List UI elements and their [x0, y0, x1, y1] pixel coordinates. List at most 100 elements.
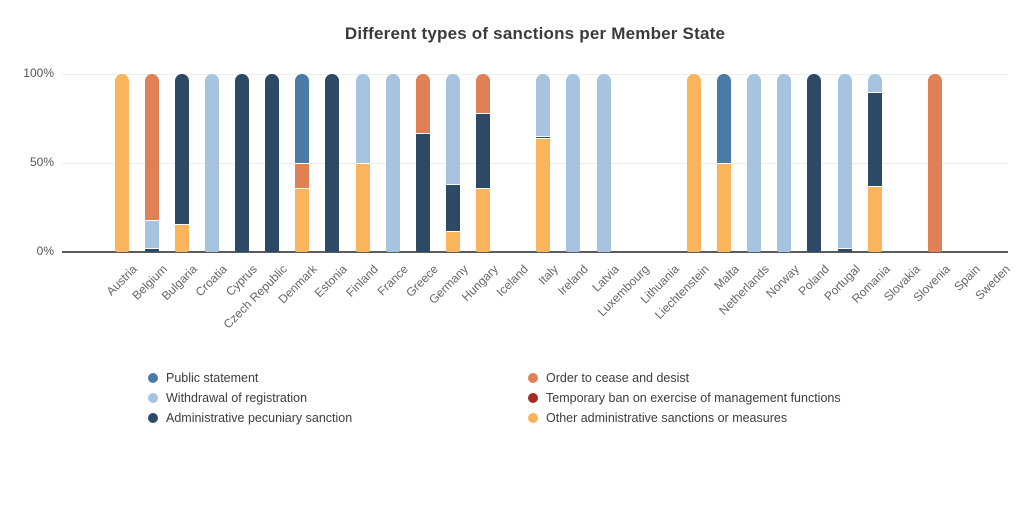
gridline-100: [62, 74, 1008, 75]
x-label-ireland: Ireland: [555, 262, 592, 298]
legend-label: Withdrawal of registration: [166, 391, 308, 405]
bar-segment[interactable]: [867, 74, 882, 92]
bar-segment[interactable]: [747, 74, 762, 252]
bar-poland[interactable]: [807, 74, 822, 252]
bar-belgium[interactable]: [144, 74, 159, 252]
bar-bulgaria[interactable]: [174, 74, 189, 252]
bar-france[interactable]: [385, 74, 400, 252]
legend-dot-icon: [148, 373, 158, 383]
legend-column-2: Order to cease and desist Temporary ban o…: [528, 368, 841, 428]
legend-dot-icon: [528, 393, 538, 403]
x-label-croatia: Croatia: [192, 262, 230, 300]
bar-malta[interactable]: [717, 74, 732, 252]
bar-liechtenstein[interactable]: [686, 74, 701, 252]
bar-segment[interactable]: [807, 74, 822, 252]
x-label-latvia: Latvia: [588, 262, 622, 295]
bar-segment[interactable]: [144, 248, 159, 252]
chart-title: Different types of sanctions per Member …: [344, 24, 726, 43]
x-label-netherlands: Netherlands: [716, 262, 773, 318]
y-tick-label: 50%: [29, 155, 54, 169]
bar-segment[interactable]: [476, 113, 491, 188]
legend-item-public-statement[interactable]: Public statement: [148, 368, 528, 388]
x-label-germany: Germany: [426, 262, 471, 307]
bar-segment[interactable]: [385, 74, 400, 252]
legend-item-other-administrative-sanctions-or-measures[interactable]: Other administrative sanctions or measur…: [528, 408, 841, 428]
plot-area: 0% 50% 100%: [23, 66, 1008, 258]
bar-segment[interactable]: [295, 74, 310, 163]
bar-segment[interactable]: [777, 74, 792, 252]
bar-segment[interactable]: [476, 74, 491, 114]
bar-segment[interactable]: [325, 74, 340, 252]
legend-item-administrative-pecuniary-sanction[interactable]: Administrative pecuniary sanction: [148, 408, 528, 428]
bar-greece[interactable]: [415, 74, 430, 252]
x-label-liechtenstein: Liechtenstein: [651, 262, 712, 322]
bar-segment[interactable]: [295, 163, 310, 188]
bar-romania[interactable]: [867, 74, 882, 252]
bar-segment[interactable]: [204, 74, 219, 252]
bar-czech-republic[interactable]: [265, 74, 280, 252]
bar-segment[interactable]: [415, 74, 430, 133]
bar-italy[interactable]: [536, 74, 551, 252]
bar-norway[interactable]: [777, 74, 792, 252]
bar-segment[interactable]: [445, 184, 460, 231]
bar-germany[interactable]: [445, 74, 460, 252]
bar-segment[interactable]: [686, 74, 701, 252]
bar-segment[interactable]: [114, 74, 129, 252]
bar-segment[interactable]: [174, 74, 189, 224]
bar-netherlands[interactable]: [747, 74, 762, 252]
bar-portugal[interactable]: [837, 74, 852, 252]
bar-segment[interactable]: [536, 138, 551, 252]
bar-segment[interactable]: [355, 163, 370, 252]
y-tick-label: 0%: [36, 244, 54, 258]
y-tick-label: 100%: [23, 66, 54, 80]
legend-label: Order to cease and desist: [546, 371, 690, 385]
bar-denmark[interactable]: [295, 74, 310, 252]
legend-dot-icon: [528, 373, 538, 383]
bar-segment[interactable]: [717, 163, 732, 252]
bar-segment[interactable]: [536, 136, 551, 139]
bar-ireland[interactable]: [566, 74, 581, 252]
bar-segment[interactable]: [144, 219, 159, 249]
bar-segment[interactable]: [174, 223, 189, 252]
bar-segment[interactable]: [265, 74, 280, 252]
bar-segment[interactable]: [476, 187, 491, 252]
legend-item-withdrawal-of-registration[interactable]: Withdrawal of registration: [148, 388, 528, 408]
legend-dot-icon: [528, 413, 538, 423]
bar-finland[interactable]: [355, 74, 370, 252]
bar-slovenia[interactable]: [928, 74, 942, 252]
bar-austria[interactable]: [114, 74, 129, 252]
bar-segment[interactable]: [837, 74, 852, 249]
legend-dot-icon: [148, 393, 158, 403]
x-label-cyprus: Cyprus: [223, 262, 260, 299]
bar-estonia[interactable]: [325, 74, 340, 252]
bar-segment[interactable]: [295, 187, 310, 252]
bar-segment[interactable]: [566, 74, 581, 252]
bar-segment[interactable]: [928, 74, 942, 252]
bar-segment[interactable]: [867, 91, 882, 187]
bar-segment[interactable]: [415, 132, 430, 252]
bar-cyprus[interactable]: [235, 74, 250, 252]
bar-segment[interactable]: [445, 74, 460, 185]
x-label-finland: Finland: [342, 262, 381, 300]
bar-segment[interactable]: [445, 230, 460, 252]
x-axis-labels: Austria Belgium Bulgaria Croatia Cyprus Czech…: [62, 252, 1024, 342]
legend-label: Public statement: [166, 371, 259, 385]
legend: Public statement Withdrawal of registrati…: [148, 368, 948, 428]
bar-segment[interactable]: [717, 74, 732, 163]
bar-segment[interactable]: [355, 74, 370, 163]
x-label-belgium: Belgium: [128, 262, 170, 303]
legend-item-temporary-ban-on-exercise-of-management-functions[interactable]: Temporary ban on exercise of management …: [528, 388, 841, 408]
bar-segment[interactable]: [596, 74, 611, 252]
legend-item-order-to-cease-and-desist[interactable]: Order to cease and desist: [528, 368, 841, 388]
bar-segment[interactable]: [867, 186, 882, 252]
x-label-iceland: Iceland: [493, 262, 532, 300]
legend-label: Administrative pecuniary sanction: [166, 411, 353, 425]
bar-segment[interactable]: [235, 74, 250, 252]
bar-hungary[interactable]: [476, 74, 491, 252]
bar-croatia[interactable]: [204, 74, 219, 252]
bar-segment[interactable]: [536, 74, 551, 137]
bar-latvia[interactable]: [596, 74, 611, 252]
bar-segment[interactable]: [837, 248, 852, 252]
bar-segment[interactable]: [144, 74, 159, 220]
